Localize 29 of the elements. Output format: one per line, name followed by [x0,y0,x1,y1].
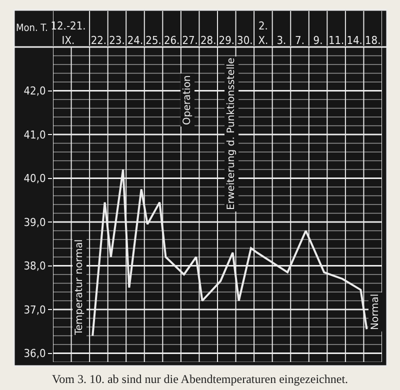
y-tick-label: 42,0 [24,84,46,98]
y-tick-label: 37,0 [24,303,46,316]
x-tick-label: 24. [127,34,144,47]
x-tick-label: 30. [237,34,253,47]
x-tick-label: 26. [164,34,180,47]
y-tick-label: 38,0 [24,260,46,273]
annotation: Normal [370,294,381,330]
x-tick-label: 25. [146,34,162,47]
x-tick-label: 29. [218,34,235,47]
x-tick-label: 11. [328,34,344,47]
x-tick-label: 28. [200,34,216,47]
x-tick-label: 2. X. [258,20,268,47]
y-tick-label: 40,0 [24,172,46,186]
y-tick-label: 39,0 [24,216,46,229]
x-tick-label: 9. [313,34,323,47]
annotation: Temperatur normal [74,239,85,336]
x-tick-label: 22. [90,34,107,47]
y-tick-label: 41,0 [24,128,46,142]
text: Vom 3. 10. ab sind nur die Abendtemperaturen eingezeichnet. [52,372,348,386]
x-tick-label: 18. [364,34,381,47]
y-tick-label: 36,0 [24,347,46,360]
x-tick-label: 3. [276,34,286,47]
x-axis-title: Mon. T. [16,23,48,34]
annotation: Operation [182,75,193,125]
annotation: Erweiterung d. Punktionsstelle [226,58,237,210]
x-tick-label: 7. [295,34,304,47]
x-tick-label: 23. [109,34,125,47]
x-tick-label: 27. [182,34,198,47]
x-tick-label: 14. [346,34,362,47]
